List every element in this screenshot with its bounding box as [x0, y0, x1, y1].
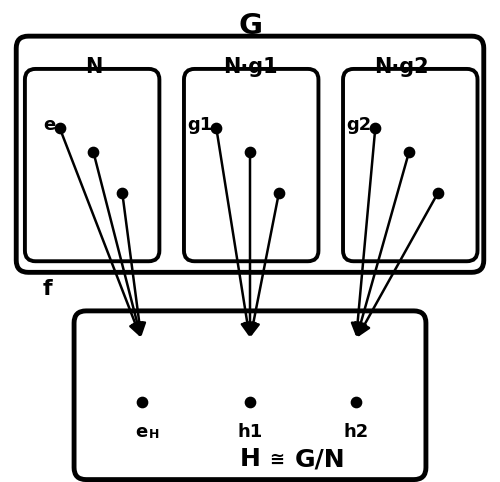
Point [246, 399, 254, 406]
Point [434, 189, 442, 197]
Point [405, 148, 413, 156]
Point [56, 124, 64, 132]
Text: ≅: ≅ [269, 451, 284, 469]
Point [246, 148, 254, 156]
Text: e: e [44, 116, 56, 134]
Text: g2: g2 [346, 116, 372, 134]
FancyBboxPatch shape [16, 36, 484, 272]
Text: N·g2: N·g2 [374, 57, 429, 77]
Point [352, 399, 360, 406]
FancyBboxPatch shape [74, 311, 426, 480]
Point [118, 189, 126, 197]
FancyBboxPatch shape [184, 69, 318, 261]
FancyBboxPatch shape [25, 69, 160, 261]
Text: G: G [238, 12, 262, 40]
Point [90, 148, 98, 156]
Point [212, 124, 220, 132]
Text: G/N: G/N [294, 447, 345, 471]
Text: H: H [148, 428, 159, 441]
Text: H: H [240, 447, 260, 471]
Text: h2: h2 [344, 423, 368, 441]
Text: e: e [136, 423, 147, 441]
Point [138, 399, 145, 406]
Text: f: f [42, 279, 52, 299]
Text: N·g1: N·g1 [222, 57, 278, 77]
Point [275, 189, 283, 197]
FancyBboxPatch shape [343, 69, 477, 261]
Text: g1: g1 [187, 116, 212, 134]
Point [372, 124, 380, 132]
Text: N: N [84, 57, 102, 77]
Text: h1: h1 [238, 423, 262, 441]
